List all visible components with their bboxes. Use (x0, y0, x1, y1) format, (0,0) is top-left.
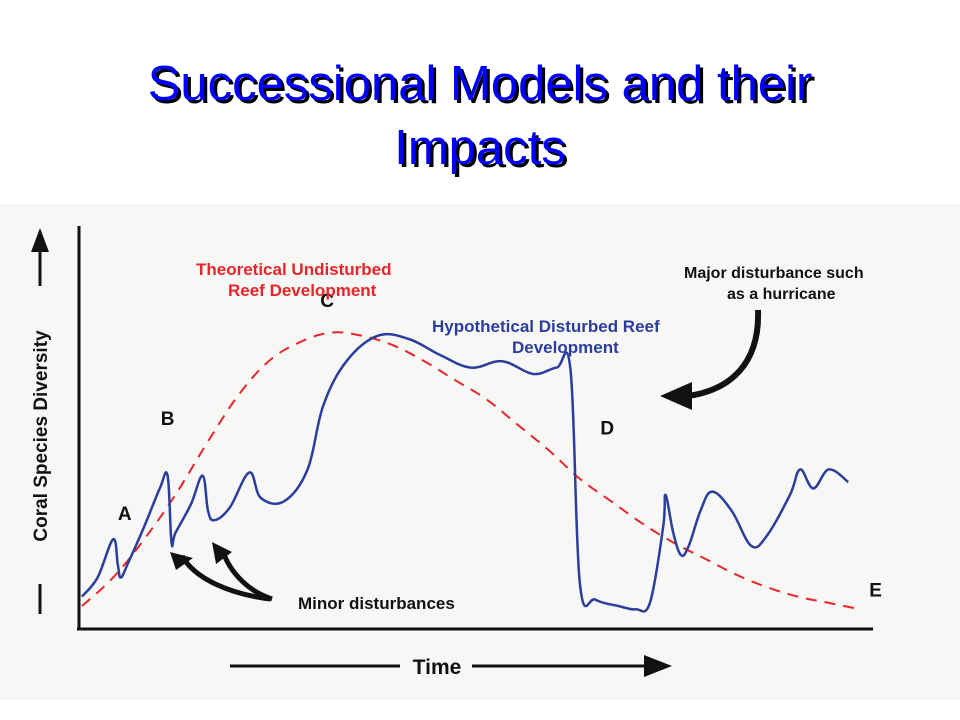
slide-title: Successional Models and their Impacts (0, 52, 960, 180)
y-axis-label-group: Coral Species Diversity (31, 228, 52, 614)
theoretical-label-line-1: Theoretical Undisturbed (196, 260, 392, 279)
point-label-b: B (161, 409, 175, 430)
major-disturbance-label-line-2: as a hurricane (727, 286, 836, 303)
point-label-e: E (869, 581, 882, 602)
theoretical-label-line-2: Reef Development (228, 281, 377, 300)
y-axis-label: Coral Species Diversity (31, 330, 52, 542)
x-axis-arrowhead-icon (644, 655, 672, 677)
major-disturbance-label-line-1: Major disturbance such (684, 265, 864, 282)
point-label-c: C (320, 291, 334, 312)
y-axis-arrowhead-icon (31, 228, 49, 252)
x-axis-label: Time (413, 656, 462, 679)
minor-disturbance-arrowhead-1-icon (170, 552, 193, 570)
x-axis-label-group: Time (230, 655, 672, 679)
slide-title-line-1: Successional Models and their (147, 57, 813, 111)
hypothetical-label-line-1: Hypothetical Disturbed Reef (432, 317, 660, 336)
minor-disturbances-label: Minor disturbances (298, 594, 455, 613)
annotation-layer: A B C D E (118, 291, 882, 601)
minor-disturbance-arrow-1-icon (179, 554, 271, 602)
slide-title-line-2: Impacts (394, 121, 566, 175)
series-theoretical-undisturbed-line (81, 331, 861, 611)
succession-chart: Coral Species Diversity Time A B C D E Theor… (31, 226, 882, 679)
series-hypothetical-disturbed-line (81, 332, 850, 613)
point-label-d: D (600, 418, 614, 439)
major-disturbance-arrow-icon (687, 309, 762, 399)
hypothetical-label-line-2: Development (512, 338, 619, 357)
chart-figure: Coral Species Diversity Time A B C D E Theor… (0, 204, 960, 700)
minor-disturbance-arrowhead-2-icon (212, 542, 232, 564)
major-disturbance-arrowhead-icon (660, 382, 692, 410)
point-label-a: A (118, 504, 132, 525)
